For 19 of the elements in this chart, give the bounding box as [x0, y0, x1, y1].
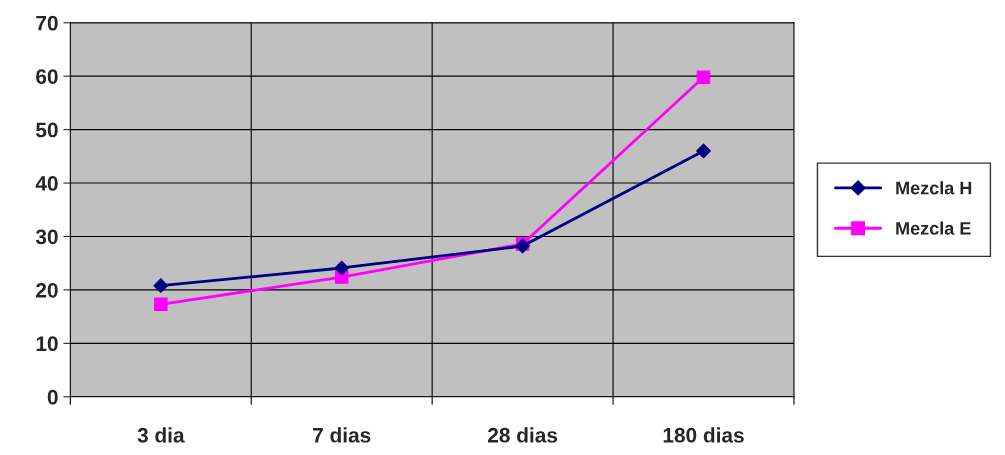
y-tick-label: 60 [36, 69, 58, 84]
point [696, 70, 711, 85]
y-tick-label: 10 [36, 336, 58, 352]
y-tick-label: 30 [35, 229, 58, 245]
x-tick-label: 7 dias [313, 427, 371, 443]
y-tick-label: 0 [47, 389, 58, 405]
point [154, 297, 168, 312]
legend-label: Mezcla H [896, 181, 972, 195]
y-tick-label: 20 [36, 282, 58, 298]
y-tick-label: 70 [36, 15, 58, 31]
legend-label: Mezcla E [896, 221, 971, 235]
x-tick-label: 180 dias [663, 427, 744, 443]
point [334, 260, 350, 276]
y-tick-label: 50 [36, 122, 58, 138]
x-tick-label: 28 dias [488, 427, 558, 443]
x-tick-label: 3 dia [137, 427, 185, 443]
point [153, 278, 169, 294]
y-tick-label: 40 [35, 176, 58, 191]
point [696, 143, 711, 159]
